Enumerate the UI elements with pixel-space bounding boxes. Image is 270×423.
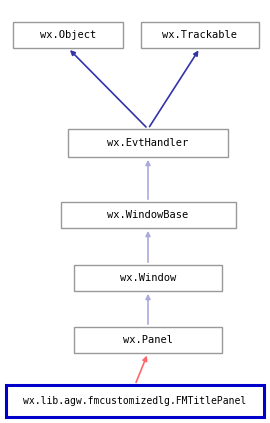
Bar	[13, 22, 123, 48]
Text: wx.EvtHandler: wx.EvtHandler	[107, 138, 189, 148]
Text: wx.Trackable: wx.Trackable	[163, 30, 238, 40]
Text: wx.lib.agw.fmcustomizedlg.FMTitlePanel: wx.lib.agw.fmcustomizedlg.FMTitlePanel	[23, 396, 247, 406]
Bar	[74, 265, 222, 291]
Bar	[74, 327, 222, 353]
Bar	[6, 385, 264, 417]
Bar	[141, 22, 259, 48]
Bar	[68, 129, 228, 157]
Text: wx.Window: wx.Window	[120, 273, 176, 283]
Text: wx.Object: wx.Object	[40, 30, 96, 40]
Text: wx.Panel: wx.Panel	[123, 335, 173, 345]
Bar	[60, 202, 235, 228]
Text: wx.WindowBase: wx.WindowBase	[107, 210, 189, 220]
